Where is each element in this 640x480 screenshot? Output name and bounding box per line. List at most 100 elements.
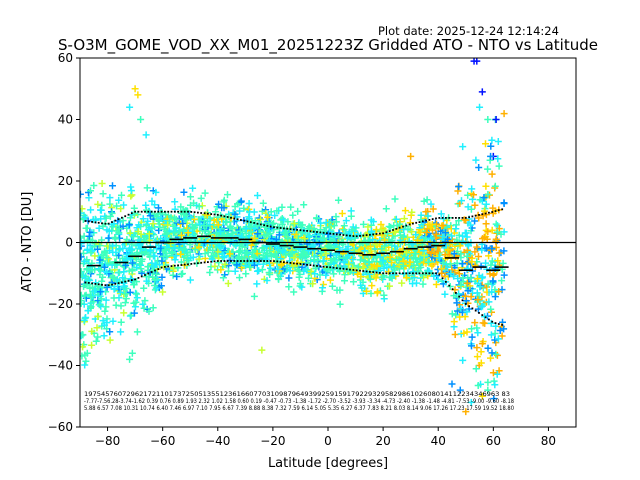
scatter-point	[441, 238, 449, 246]
scatter-point	[367, 290, 375, 297]
scatter-point	[342, 217, 350, 225]
spread-upper-mark	[448, 217, 451, 219]
scatter-point	[84, 245, 92, 253]
scatter-point	[88, 341, 96, 349]
spread-upper-mark	[388, 230, 391, 232]
scatter-point	[472, 365, 480, 373]
scatter-point	[168, 234, 175, 242]
scatter-point	[83, 224, 91, 232]
spread-upper-mark	[84, 220, 87, 222]
scatter-point	[109, 317, 117, 325]
spread-upper-mark	[292, 228, 295, 231]
scatter-point	[98, 180, 106, 187]
spread-upper-mark	[494, 210, 497, 212]
scatter-point	[416, 229, 424, 236]
scatter-point	[143, 206, 150, 214]
scatter-point	[221, 271, 229, 279]
spread-upper-mark	[246, 220, 249, 223]
scatter-point	[187, 193, 194, 201]
spread-upper-mark	[319, 231, 322, 234]
scatter-point	[368, 282, 376, 290]
scatter-point	[201, 250, 209, 258]
scatter-point	[139, 215, 147, 223]
spread-upper-mark	[249, 221, 252, 224]
scatter-point	[275, 267, 283, 275]
scatter-point	[330, 222, 338, 230]
scatter-point	[322, 250, 330, 258]
scatter-point	[492, 116, 500, 123]
scatter-point	[468, 258, 476, 266]
spread-lower-mark	[276, 260, 279, 263]
scatter-point	[87, 187, 94, 195]
scatter-point	[162, 235, 169, 243]
scatter-point	[180, 226, 188, 234]
scatter-point	[300, 201, 308, 209]
scatter-point	[158, 257, 166, 265]
spread-lower-mark	[160, 266, 163, 269]
scatter-point	[149, 304, 157, 312]
scatter-point	[119, 217, 127, 225]
spread-lower-mark	[97, 283, 100, 286]
scatter-point	[225, 267, 232, 275]
scatter-point	[111, 274, 118, 282]
scatter-point	[258, 244, 266, 252]
scatter-point	[197, 194, 205, 202]
scatter-point	[492, 350, 500, 358]
scatter-point	[126, 229, 134, 237]
scatter-point	[360, 220, 367, 228]
scatter-point	[148, 259, 156, 267]
scatter-point	[265, 219, 273, 227]
scatter-point	[290, 220, 298, 227]
scatter-point	[224, 191, 231, 199]
spread-lower-mark	[372, 271, 375, 273]
scatter-point	[455, 231, 463, 239]
scatter-point	[427, 200, 435, 208]
spread-lower-mark	[107, 284, 110, 287]
scatter-point	[464, 287, 472, 295]
scatter-point	[391, 195, 399, 203]
spread-upper-mark	[243, 219, 246, 222]
spread-upper-mark	[101, 222, 103, 225]
scatter-point	[493, 228, 501, 236]
spread-lower-mark	[478, 312, 480, 314]
spread-lower-mark	[415, 272, 418, 275]
spread-lower-mark	[445, 281, 447, 283]
scatter-point	[455, 183, 463, 191]
spread-upper-mark	[352, 235, 355, 237]
x-tick-label: 20	[375, 434, 390, 448]
scatter-point	[126, 312, 134, 320]
scatter-point	[101, 247, 109, 255]
scatter-point	[156, 261, 164, 269]
scatter-point	[484, 191, 492, 198]
spread-upper-mark	[240, 219, 242, 221]
scatter-point	[380, 291, 388, 299]
scatter-point	[316, 271, 324, 279]
scatter-point	[179, 220, 187, 227]
scatter-point	[102, 214, 110, 222]
scatter-point	[492, 220, 500, 228]
scatter-point	[487, 261, 495, 269]
scatter-point	[453, 299, 461, 307]
spread-lower-mark	[220, 260, 222, 262]
spread-lower-mark	[137, 277, 140, 279]
spread-upper-mark	[309, 230, 312, 233]
scatter-point	[285, 274, 293, 282]
spread-lower-mark	[230, 260, 232, 262]
spread-upper-mark	[276, 226, 279, 229]
scatter-point	[119, 254, 126, 262]
scatter-point	[315, 240, 323, 248]
scatter-point	[458, 197, 465, 205]
spread-upper-mark	[236, 218, 239, 221]
spread-upper-mark	[154, 210, 156, 213]
spread-lower-mark	[193, 262, 196, 265]
scatter-point	[125, 246, 133, 254]
scatter-point	[238, 258, 246, 266]
scatter-point	[428, 262, 436, 270]
scatter-point	[454, 275, 462, 282]
scatter-point	[86, 284, 94, 292]
scatter-point	[201, 227, 209, 235]
scatter-point	[191, 223, 199, 231]
scatter-point	[215, 242, 223, 250]
band-stats-mean: -7.77-7.56.28-3.74-1.62 0.39 0.76 0.89 1…	[84, 398, 514, 405]
scatter-point	[441, 290, 449, 298]
